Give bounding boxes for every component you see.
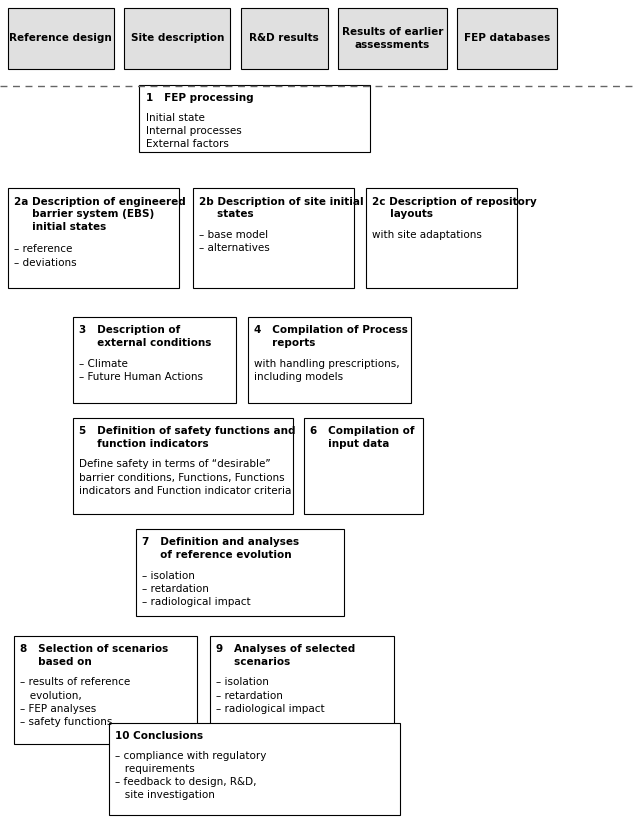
Text: Site description: Site description: [130, 34, 224, 43]
Text: 1   FEP processing: 1 FEP processing: [146, 93, 253, 103]
Text: 8   Selection of scenarios
     based on: 8 Selection of scenarios based on: [20, 644, 168, 667]
Text: – isolation
– retardation
– radiological impact: – isolation – retardation – radiological…: [216, 677, 325, 713]
Text: 10 Conclusions: 10 Conclusions: [115, 731, 203, 741]
Text: 2c Description of repository
     layouts: 2c Description of repository layouts: [372, 197, 537, 219]
FancyBboxPatch shape: [8, 8, 114, 69]
Text: – results of reference
   evolution,
– FEP analyses
– safety functions: – results of reference evolution, – FEP …: [20, 677, 130, 727]
Text: 7   Definition and analyses
     of reference evolution: 7 Definition and analyses of reference e…: [142, 537, 299, 560]
Text: 5   Definition of safety functions and
     function indicators: 5 Definition of safety functions and fun…: [79, 426, 296, 449]
Text: with handling prescriptions,
including models: with handling prescriptions, including m…: [254, 359, 400, 382]
Text: Define safety in terms of “desirable”
barrier conditions, Functions, Functions
i: Define safety in terms of “desirable” ba…: [79, 459, 292, 495]
Text: – isolation
– retardation
– radiological impact: – isolation – retardation – radiological…: [142, 571, 251, 607]
FancyBboxPatch shape: [109, 723, 400, 815]
FancyBboxPatch shape: [241, 8, 328, 69]
FancyBboxPatch shape: [338, 8, 447, 69]
Text: Results of earlier
assessments: Results of earlier assessments: [342, 27, 443, 50]
Text: Initial state
Internal processes
External factors: Initial state Internal processes Externa…: [146, 113, 241, 149]
Text: 2a Description of engineered
     barrier system (EBS)
     initial states: 2a Description of engineered barrier sys…: [14, 197, 185, 232]
Text: 3   Description of
     external conditions: 3 Description of external conditions: [79, 325, 211, 348]
FancyBboxPatch shape: [304, 418, 423, 514]
FancyBboxPatch shape: [14, 636, 197, 744]
FancyBboxPatch shape: [366, 188, 517, 288]
Text: – compliance with regulatory
   requirements
– feedback to design, R&D,
   site : – compliance with regulatory requirement…: [115, 750, 266, 800]
Text: 6   Compilation of
     input data: 6 Compilation of input data: [310, 426, 415, 449]
FancyBboxPatch shape: [139, 85, 370, 152]
FancyBboxPatch shape: [193, 188, 354, 288]
Text: R&D results: R&D results: [249, 34, 319, 43]
Text: Reference design: Reference design: [9, 34, 112, 43]
Text: with site adaptations: with site adaptations: [372, 230, 482, 240]
FancyBboxPatch shape: [457, 8, 557, 69]
Text: – reference
– deviations: – reference – deviations: [14, 244, 77, 268]
FancyBboxPatch shape: [73, 418, 293, 514]
FancyBboxPatch shape: [8, 188, 179, 288]
FancyBboxPatch shape: [73, 317, 236, 403]
Text: – Climate
– Future Human Actions: – Climate – Future Human Actions: [79, 359, 203, 382]
FancyBboxPatch shape: [124, 8, 230, 69]
Text: 4   Compilation of Process
     reports: 4 Compilation of Process reports: [254, 325, 408, 348]
Text: 9   Analyses of selected
     scenarios: 9 Analyses of selected scenarios: [216, 644, 356, 667]
FancyBboxPatch shape: [210, 636, 394, 744]
FancyBboxPatch shape: [136, 529, 344, 616]
Text: 2b Description of site initial
     states: 2b Description of site initial states: [199, 197, 364, 219]
Text: – base model
– alternatives: – base model – alternatives: [199, 230, 270, 253]
FancyBboxPatch shape: [248, 317, 411, 403]
Text: FEP databases: FEP databases: [464, 34, 550, 43]
